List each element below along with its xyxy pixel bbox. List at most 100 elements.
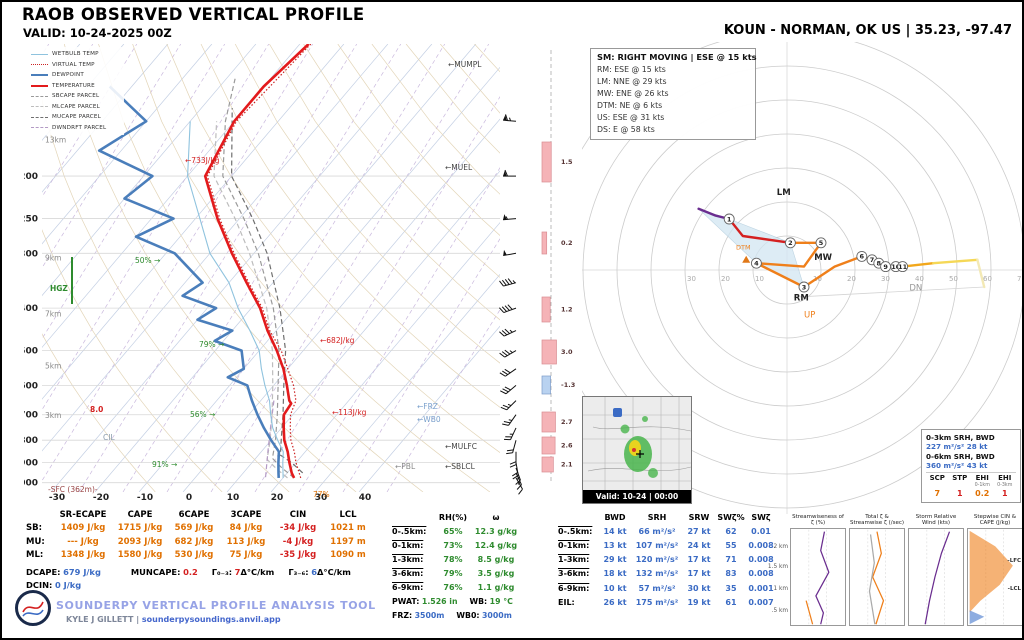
- svg-text:RM: RM: [794, 294, 809, 304]
- svg-text:2.1: 2.1: [561, 461, 573, 469]
- svg-text:10: 10: [755, 275, 764, 283]
- svg-text:-20: -20: [93, 493, 109, 502]
- panel-height-axis: 2 km 1.5 km 1 km .5 km: [768, 524, 789, 636]
- legend-label: MLCAPE PARCEL: [52, 103, 100, 110]
- height-tick-label: 1 km: [773, 586, 788, 592]
- svg-text:-30: -30: [49, 493, 65, 502]
- svg-text:1000: 1000: [24, 479, 38, 489]
- srh-0-3-label: 0-3km SRH, BWD: [926, 433, 995, 442]
- bwd-header: BWD: [604, 512, 626, 522]
- cin-value: -4 J/kg: [282, 536, 314, 547]
- valid-time: VALID: 10-24-2025 00Z: [23, 26, 172, 40]
- svg-text:DN: DN: [909, 283, 922, 293]
- srh-param: EHI 0-3km 1: [994, 474, 1017, 499]
- srh-param-sub: 0-1km: [974, 482, 990, 488]
- thermo-header-row: SR-ECAPE CAPE 6CAPE 3CAPE CIN LCL: [26, 508, 386, 522]
- svg-text:10: 10: [891, 263, 901, 271]
- inset-panels: 2 km 1.5 km 1 km .5 km Streamwiseness of ζ …: [768, 514, 1022, 638]
- svg-text:CIL: CIL: [103, 433, 115, 442]
- kinematics-row: 0-.5km: 14 kt 66 m²/s² 27 kt 62 0.01: [558, 524, 776, 538]
- radar-echoes: [620, 416, 658, 478]
- swzeta-pct-value: 55: [725, 540, 737, 550]
- lcl-value: 1197 m: [330, 536, 366, 547]
- moisture-row: 3-6km: 79% 3.5 g/kg: [392, 566, 522, 580]
- sounderpy-logo: [15, 590, 51, 626]
- thermo-table: SR-ECAPE CAPE 6CAPE 3CAPE CIN LCL SB: 14…: [26, 508, 386, 591]
- wb-label: WB:: [469, 597, 488, 606]
- wb0-value: 3000m: [482, 611, 512, 620]
- streamwiseness-chart: [790, 528, 846, 626]
- svg-text:←733J/kg: ←733J/kg: [185, 156, 220, 165]
- moisture-table: RH(%) ω 0-.5km: 65% 12.3 g/kg 0-1km: 73%…: [392, 510, 522, 622]
- srh-param-value: 1: [956, 488, 963, 498]
- swzeta-pct-value: 35: [725, 583, 737, 593]
- legend-swatch: [31, 106, 48, 108]
- svg-text:40: 40: [915, 275, 924, 283]
- srw-chart: [908, 528, 964, 626]
- rh-value: 76%: [443, 582, 463, 592]
- srh-value: 107 m²/s²: [635, 540, 679, 550]
- svg-text:70: 70: [1017, 275, 1024, 283]
- svg-text:20: 20: [271, 493, 284, 502]
- lcl-tag: -LCL: [1007, 586, 1021, 592]
- skewt-chart: 200250300400500600700800900100013km9km7k…: [24, 44, 575, 502]
- moisture-row: 6-9km: 76% 1.1 g/kg: [392, 580, 522, 594]
- total-zeta-chart: [849, 528, 905, 626]
- rh-value: 79%: [443, 568, 463, 578]
- kinematics-table: BWD SRH SRW SWζ% SWζ 0-.5km: 14 kt 66 m²…: [558, 510, 776, 609]
- station-marker-icon: [636, 450, 644, 458]
- srh-param-name: EHI: [998, 474, 1012, 482]
- svg-text:3.0: 3.0: [561, 348, 573, 356]
- kinematics-row: 6-9km: 10 kt 57 m²/s² 30 kt 35 0.001: [558, 581, 776, 595]
- srh-0-6-values: 360 m²/s² 43 kt: [926, 461, 988, 470]
- svg-text:30: 30: [881, 275, 890, 283]
- legend-item: MLCAPE PARCEL: [31, 102, 121, 113]
- svg-text:3km: 3km: [45, 411, 61, 420]
- legend-swatch: [31, 64, 48, 66]
- legend-swatch: [31, 95, 48, 97]
- 6cape-value: 569 J/kg: [174, 523, 214, 534]
- svg-text:2.7: 2.7: [561, 418, 573, 426]
- svg-text:13km: 13km: [45, 135, 66, 144]
- svg-text:1.5: 1.5: [561, 158, 573, 166]
- pwat-value: 1.526 in: [421, 597, 458, 606]
- srh-value: 57 m²/s²: [638, 583, 676, 593]
- srh-param-sub: 0-3km: [997, 482, 1013, 488]
- svg-text:20: 20: [721, 275, 730, 283]
- legend-label: MUCAPE PARCEL: [52, 114, 101, 121]
- svg-text:-SFC (362m)-: -SFC (362m)-: [48, 485, 98, 494]
- height-tick-label: 1.5 km: [767, 564, 788, 570]
- storm-motion-row: US: ESE @ 31 kts: [597, 113, 665, 123]
- lapse-0-3-value: 7: [234, 566, 241, 577]
- parcel-label: SB:: [26, 523, 42, 534]
- thermo-row: SB: 1409 J/kg 1715 J/kg 569 J/kg 84 J/kg…: [26, 522, 386, 536]
- thermo-header: 6CAPE: [178, 509, 210, 520]
- lfc-tag: -LFC: [1007, 558, 1021, 564]
- kinematics-row: 3-6km: 18 kt 132 m²/s² 17 kt 83 0.008: [558, 567, 776, 581]
- frz-row: FRZ: 3500m WB0: 3000m: [392, 609, 522, 622]
- muncape-label: MUNCAPE:: [130, 566, 181, 577]
- svg-text:11: 11: [898, 263, 908, 271]
- svg-text:10: 10: [227, 493, 240, 502]
- srw-value: 17 kt: [687, 555, 711, 565]
- svg-text:1: 1: [727, 215, 732, 223]
- svg-text:7km: 7km: [45, 309, 61, 318]
- svg-text:-10: -10: [137, 493, 153, 502]
- stepwise-cape-chart: [967, 528, 1022, 626]
- svg-text:←MULFC: ←MULFC: [445, 442, 477, 451]
- legend-swatch: [31, 84, 48, 87]
- swzeta-pct-header: SWζ%: [717, 512, 745, 522]
- svg-text:300: 300: [24, 249, 38, 259]
- dcape-label: DCAPE:: [26, 566, 61, 577]
- svg-text:←SBLCL: ←SBLCL: [445, 462, 476, 471]
- svg-text:9km: 9km: [45, 254, 61, 263]
- legend-item: WETBULB TEMP: [31, 49, 121, 60]
- kinematics-header-row: BWD SRH SRW SWζ% SWζ: [558, 510, 776, 524]
- svg-text:2.6: 2.6: [561, 442, 573, 450]
- svg-text:8.0: 8.0: [90, 405, 103, 414]
- dcape-row: DCAPE: 679 J/kg MUNCAPE: 0.2 Γ₀₋₃: 7 Δ°C…: [26, 565, 386, 578]
- pwat-label: PWAT:: [392, 597, 420, 606]
- srh-param-value: 1: [1001, 488, 1008, 498]
- kinematics-row: EIL: 26 kt 175 m²/s² 19 kt 61 0.007: [558, 595, 776, 609]
- credit-link[interactable]: sounderpysoundings.anvil.app: [141, 615, 281, 624]
